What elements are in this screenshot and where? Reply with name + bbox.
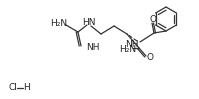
Text: HN: HN bbox=[82, 18, 96, 27]
Text: H: H bbox=[24, 83, 30, 92]
Text: H₂N: H₂N bbox=[119, 44, 137, 53]
Text: Cl: Cl bbox=[9, 83, 18, 92]
Text: O: O bbox=[149, 14, 156, 23]
Text: NH: NH bbox=[86, 42, 100, 51]
Text: O: O bbox=[146, 52, 153, 61]
Text: H₂N: H₂N bbox=[50, 19, 68, 28]
Text: NH: NH bbox=[126, 40, 139, 49]
